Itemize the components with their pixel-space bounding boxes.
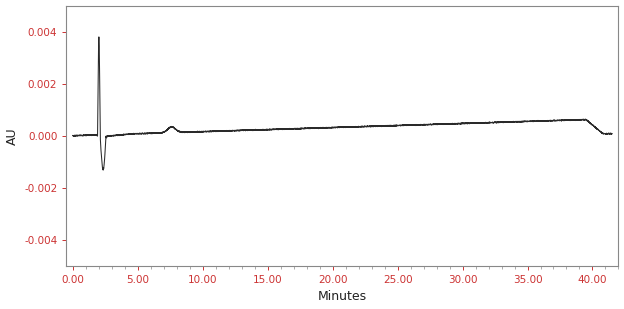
X-axis label: Minutes: Minutes <box>318 290 367 303</box>
Y-axis label: AU: AU <box>6 127 19 145</box>
